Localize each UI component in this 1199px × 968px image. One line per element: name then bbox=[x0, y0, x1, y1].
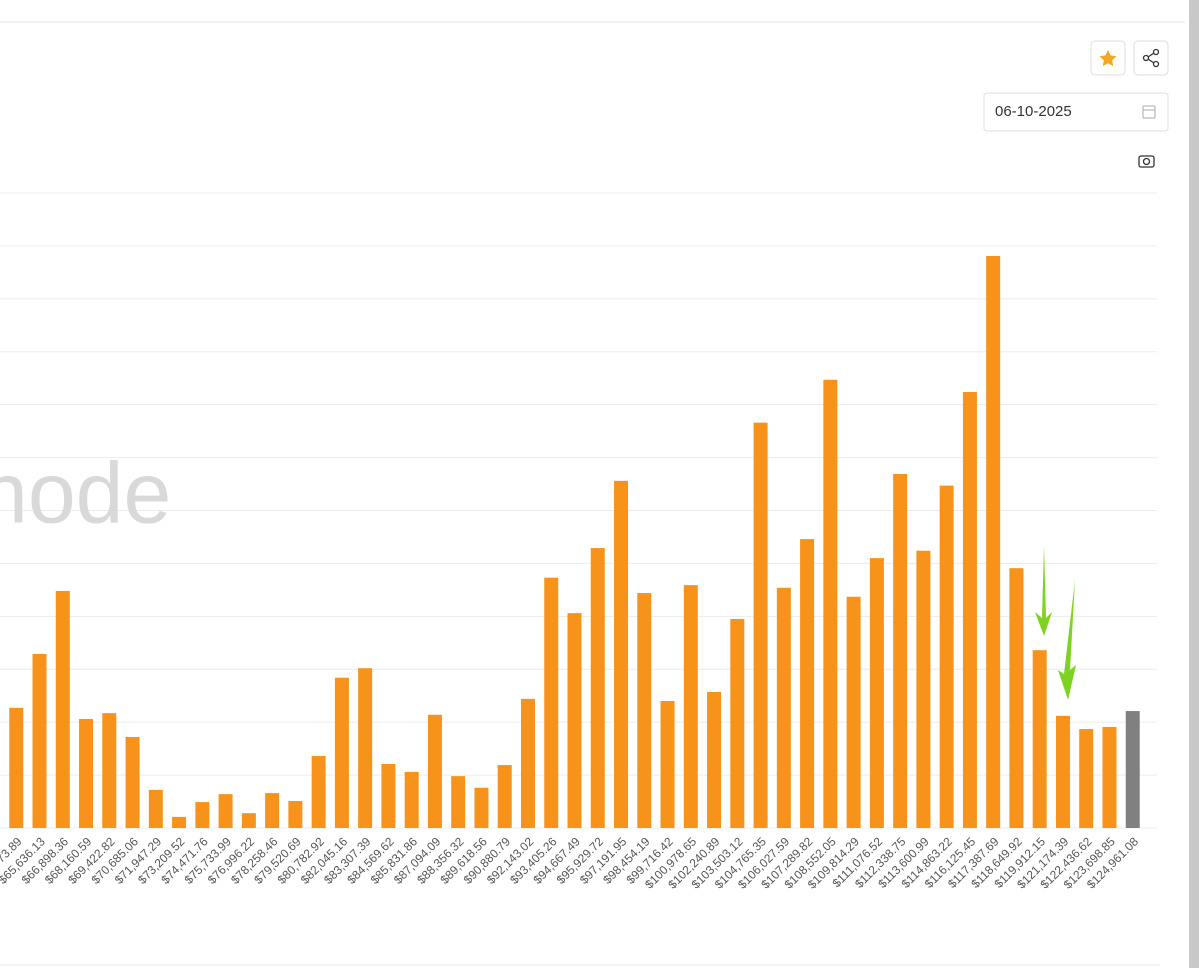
bar bbox=[288, 801, 303, 828]
bar bbox=[9, 707, 24, 828]
date-picker[interactable]: 06-10-2025 bbox=[983, 92, 1169, 132]
bar bbox=[846, 596, 861, 828]
annotation-arrows bbox=[1035, 546, 1076, 700]
bar bbox=[1009, 568, 1024, 828]
bar bbox=[614, 480, 629, 828]
share-button[interactable] bbox=[1133, 40, 1169, 76]
bar bbox=[544, 577, 559, 828]
date-value: 06-10-2025 bbox=[995, 103, 1072, 120]
bar bbox=[311, 756, 326, 828]
bar bbox=[962, 391, 977, 828]
bar bbox=[753, 422, 768, 828]
bar bbox=[707, 692, 722, 828]
watermark: node bbox=[0, 446, 171, 542]
bar bbox=[869, 558, 884, 828]
bar bbox=[776, 587, 791, 828]
bar bbox=[172, 816, 187, 828]
bar bbox=[102, 713, 117, 828]
bar bbox=[79, 718, 94, 828]
bar bbox=[55, 590, 70, 828]
bar bbox=[683, 585, 698, 828]
scrollbar[interactable] bbox=[1189, 0, 1199, 968]
bar bbox=[567, 613, 582, 828]
bar bbox=[497, 765, 512, 828]
bar bbox=[218, 794, 233, 828]
bar bbox=[1032, 650, 1047, 828]
bar bbox=[451, 776, 466, 828]
bar bbox=[637, 593, 652, 828]
bar bbox=[265, 793, 280, 828]
bar bbox=[1125, 711, 1140, 828]
bar bbox=[823, 379, 838, 828]
bar bbox=[334, 677, 349, 828]
bar bbox=[800, 539, 815, 828]
bar bbox=[148, 789, 163, 828]
bar bbox=[1102, 726, 1117, 828]
bar bbox=[893, 473, 908, 828]
bar bbox=[986, 255, 1001, 829]
bar bbox=[125, 736, 140, 828]
bar bbox=[241, 813, 256, 828]
favorite-button[interactable] bbox=[1090, 40, 1126, 76]
bar bbox=[1079, 729, 1094, 828]
bar bbox=[32, 653, 47, 828]
screenshot-button[interactable] bbox=[1138, 155, 1155, 168]
bar bbox=[520, 698, 535, 828]
bar bbox=[660, 701, 675, 828]
bar bbox=[195, 802, 210, 828]
bar bbox=[381, 763, 396, 828]
bar bbox=[358, 668, 373, 828]
bar bbox=[404, 771, 419, 828]
bar bbox=[730, 618, 745, 828]
bars bbox=[9, 255, 1140, 829]
bar bbox=[916, 550, 931, 828]
bar bbox=[427, 714, 442, 828]
bar bbox=[1055, 715, 1070, 828]
bar bbox=[474, 787, 489, 828]
bar bbox=[590, 548, 605, 828]
bar bbox=[939, 485, 954, 828]
